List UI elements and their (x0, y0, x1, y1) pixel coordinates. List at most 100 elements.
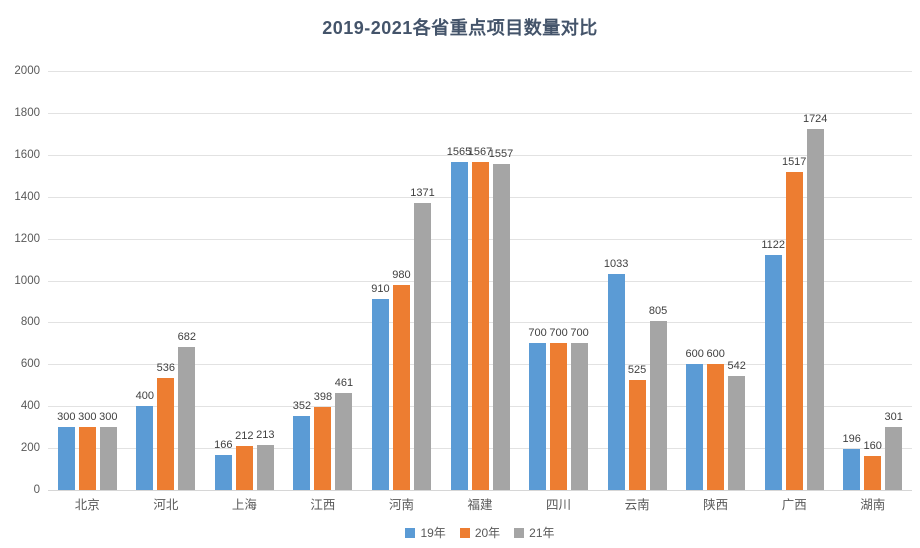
legend-swatch-icon (405, 527, 416, 538)
bar-value-label: 1517 (781, 156, 807, 169)
legend-item-21年: 21年 (514, 524, 555, 541)
y-tick-label-600: 600 (20, 358, 40, 371)
legend-item-19年: 19年 (405, 524, 446, 541)
bar-value-label: 300 (78, 411, 97, 424)
legend-label: 19年 (420, 526, 446, 540)
bar-19年-福建: 1565 (447, 146, 471, 490)
bar-20年-湖南: 160 (864, 440, 882, 490)
bar-value-label: 461 (334, 377, 354, 390)
bar-value-label: 700 (570, 327, 589, 340)
bar-19年-广西: 1122 (761, 239, 785, 490)
legend: 19年 20年 21年 (48, 524, 912, 541)
legend-item-20年: 20年 (459, 524, 501, 541)
bar-value-label: 166 (214, 439, 233, 452)
x-axis-label-河南: 河南 (388, 498, 414, 512)
gridline-1800 (48, 112, 912, 114)
bar-value-label: 600 (706, 348, 725, 361)
bar-group-上海: 166 212 213 (205, 71, 284, 490)
bar-value-label: 300 (99, 411, 118, 424)
bar-groups: 300 300 300 400 536 682 166 212 213 352 398 461 910 9… (48, 71, 912, 490)
bar-value-label: 300 (57, 411, 76, 424)
x-axis-label-广西: 广西 (781, 498, 807, 512)
x-axis-label-江西: 江西 (310, 498, 336, 512)
bar-value-label: 213 (256, 429, 275, 442)
bar-21年-四川: 700 (570, 327, 589, 490)
bar-20年-云南: 525 (628, 364, 646, 490)
gridline-0 (48, 490, 912, 491)
x-axis-label-湖南: 湖南 (860, 498, 886, 512)
y-tick-label-1600: 1600 (14, 148, 40, 161)
bar-19年-上海: 166 (214, 439, 233, 490)
x-axis-label-福建: 福建 (467, 498, 493, 512)
bar-group-北京: 300 300 300 (48, 71, 127, 490)
bar-group-四川: 700 700 700 (519, 71, 598, 490)
bar-value-label: 1371 (410, 186, 435, 199)
bar-value-label: 980 (392, 268, 411, 281)
bar-value-label: 301 (884, 410, 903, 423)
bar-group-湖南: 196 160 301 (833, 71, 912, 490)
bar-21年-河北: 682 (178, 331, 196, 490)
x-axis-label-北京: 北京 (74, 498, 100, 512)
legend-swatch-icon (514, 527, 525, 538)
bar-value-label: 1557 (488, 147, 514, 160)
bar-value-label: 196 (842, 432, 861, 445)
bar-value-label: 700 (549, 327, 568, 340)
bar-group-陕西: 600 600 542 (676, 71, 755, 490)
bar-19年-四川: 700 (528, 327, 547, 490)
bar-value-label: 400 (135, 390, 154, 403)
y-tick-label-1200: 1200 (14, 232, 40, 245)
bar-19年-江西: 352 (293, 400, 311, 490)
bar-value-label: 700 (528, 327, 547, 340)
gridline-1600 (48, 154, 912, 156)
y-tick-label-1000: 1000 (14, 274, 40, 287)
plot-area: 300 300 300 400 536 682 166 212 213 352 398 461 910 9… (48, 71, 912, 491)
bar-value-label: 1033 (603, 257, 629, 270)
bar-value-label: 212 (235, 429, 254, 442)
bar-20年-河北: 536 (157, 362, 175, 490)
chart-title: 2019-2021各省重点项目数量对比 (322, 18, 598, 38)
bar-value-label: 1122 (761, 238, 786, 251)
bar-value-label: 525 (627, 364, 647, 377)
bar-20年-广西: 1517 (782, 156, 806, 490)
bar-20年-福建: 1567 (468, 146, 492, 490)
bar-20年-北京: 300 (78, 411, 96, 490)
x-axis-label-四川: 四川 (546, 498, 572, 512)
bar-21年-江西: 461 (335, 377, 353, 490)
x-axis-label-陕西: 陕西 (703, 498, 729, 512)
y-tick-label-400: 400 (20, 400, 40, 413)
bar-21年-福建: 1557 (489, 148, 513, 490)
bar-19年-北京: 300 (57, 411, 75, 490)
bar-group-河南: 910 980 1371 (362, 71, 441, 490)
bar-group-河北: 400 536 682 (127, 71, 206, 490)
bar-20年-四川: 700 (549, 327, 568, 490)
bar-value-label: 352 (292, 400, 312, 413)
bar-group-江西: 352 398 461 (284, 71, 363, 490)
bar-21年-广西: 1724 (803, 113, 827, 490)
y-tick-label-1800: 1800 (14, 106, 40, 119)
bar-20年-上海: 212 (235, 430, 254, 490)
bar-value-label: 398 (313, 390, 333, 403)
bar-21年-云南: 805 (649, 305, 667, 490)
bar-group-广西: 1122 1517 1724 (755, 71, 834, 490)
bar-value-label: 542 (727, 360, 746, 373)
bar-value-label: 600 (685, 348, 704, 361)
y-tick-label-800: 800 (20, 316, 40, 329)
y-tick-label-1400: 1400 (14, 190, 40, 203)
y-tick-label-2000: 2000 (14, 65, 40, 77)
legend-swatch-icon (459, 527, 470, 538)
x-axis-label-云南: 云南 (624, 498, 650, 512)
x-axis-label-河北: 河北 (153, 498, 179, 512)
bar-value-label: 536 (156, 361, 175, 374)
bar-value-label: 682 (177, 331, 196, 344)
x-axis-label-上海: 上海 (231, 498, 257, 512)
bar-21年-湖南: 301 (885, 411, 903, 490)
bar-group-福建: 1565 1567 1557 (441, 71, 520, 490)
bar-group-云南: 1033 525 805 (598, 71, 677, 490)
bar-21年-河南: 1371 (410, 187, 435, 490)
legend-label: 21年 (529, 526, 555, 540)
bar-19年-河南: 910 (371, 283, 390, 490)
y-tick-label-0: 0 (33, 484, 40, 496)
legend-label: 20年 (474, 526, 501, 540)
bar-20年-陕西: 600 (706, 348, 725, 490)
bar-value-label: 160 (863, 440, 882, 453)
